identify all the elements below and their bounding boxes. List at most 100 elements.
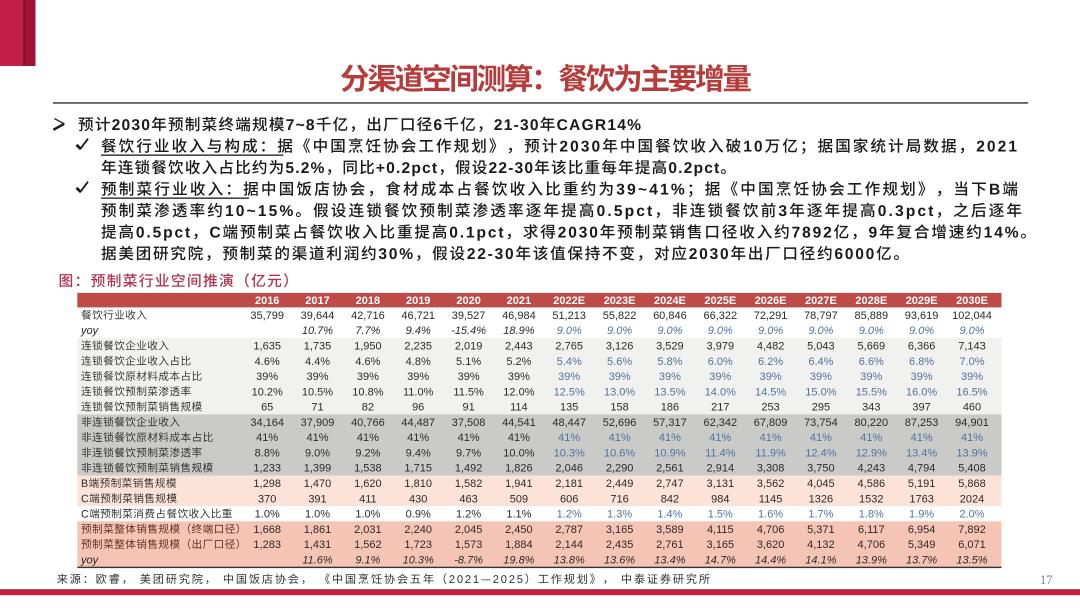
svg-text:411: 411 [359,493,377,505]
svg-text:6.2%: 6.2% [758,356,783,368]
svg-text:1,470: 1,470 [304,478,332,490]
svg-text:1.0%: 1.0% [255,509,280,521]
svg-text:1.9%: 1.9% [909,509,934,521]
svg-text:842: 842 [661,493,679,505]
svg-text:34,164: 34,164 [250,417,284,429]
svg-text:5,349: 5,349 [908,539,936,551]
svg-text:2,435: 2,435 [606,539,634,551]
svg-text:37,909: 37,909 [301,417,335,429]
svg-text:391: 391 [308,493,326,505]
svg-text:5,191: 5,191 [908,478,936,490]
svg-text:41%: 41% [306,432,328,444]
svg-text:39%: 39% [659,371,681,383]
svg-text:41%: 41% [558,432,580,444]
svg-text:10.3%: 10.3% [554,448,585,460]
svg-text:2,235: 2,235 [404,341,432,353]
svg-text:1.8%: 1.8% [859,509,884,521]
svg-text:6.6%: 6.6% [859,356,884,368]
svg-text:984: 984 [711,493,729,505]
svg-text:9.0%: 9.0% [859,325,884,337]
svg-text:2022E: 2022E [553,295,585,307]
svg-text:39%: 39% [508,371,530,383]
svg-text:1,941: 1,941 [505,478,533,490]
svg-text:509: 509 [510,493,528,505]
svg-text:7,892: 7,892 [958,524,986,536]
svg-text:9.4%: 9.4% [406,325,431,337]
svg-text:1,399: 1,399 [304,463,332,475]
svg-text:2028E: 2028E [855,295,887,307]
svg-text:11.9%: 11.9% [755,448,786,460]
svg-text:51,213: 51,213 [552,310,586,322]
svg-text:1,884: 1,884 [505,539,533,551]
svg-text:716: 716 [610,493,628,505]
svg-text:18.9%: 18.9% [503,325,534,337]
svg-text:1.7%: 1.7% [808,509,833,521]
svg-text:11.0%: 11.0% [403,386,434,398]
svg-text:2,443: 2,443 [505,341,533,353]
svg-text:13.9%: 13.9% [956,448,987,460]
svg-text:9.0%: 9.0% [808,325,833,337]
svg-text:0.9%: 0.9% [406,509,431,521]
svg-text:6,117: 6,117 [858,524,885,536]
svg-text:39%: 39% [407,371,429,383]
svg-text:39%: 39% [911,371,933,383]
svg-text:10.6%: 10.6% [604,448,635,460]
svg-text:10.5%: 10.5% [302,386,333,398]
svg-text:1,492: 1,492 [455,463,483,475]
svg-text:2,561: 2,561 [656,463,684,475]
svg-text:1,233: 1,233 [253,463,281,475]
svg-text:39,527: 39,527 [452,310,486,322]
svg-text:1763: 1763 [909,493,933,505]
svg-text:9.0%: 9.0% [708,325,733,337]
svg-text:3,131: 3,131 [707,478,735,490]
svg-text:39%: 39% [961,371,983,383]
svg-text:3,979: 3,979 [707,341,735,353]
svg-text:397: 397 [912,402,930,414]
svg-text:80,220: 80,220 [854,417,888,429]
svg-text:4,706: 4,706 [757,524,785,536]
svg-text:2023E: 2023E [604,295,636,307]
svg-text:4,482: 4,482 [757,341,785,353]
svg-text:1145: 1145 [759,493,783,505]
svg-text:39%: 39% [860,371,882,383]
svg-text:13.7%: 13.7% [906,554,937,566]
svg-text:40,766: 40,766 [351,417,385,429]
svg-text:1.2%: 1.2% [456,509,481,521]
svg-text:2,765: 2,765 [555,341,583,353]
svg-text:5,408: 5,408 [958,463,986,475]
svg-text:35,799: 35,799 [250,310,284,322]
svg-text:14.7%: 14.7% [705,554,736,566]
svg-text:2,181: 2,181 [555,478,583,490]
svg-text:1,573: 1,573 [455,539,483,551]
svg-text:13.8%: 13.8% [554,554,585,566]
svg-text:71: 71 [311,402,323,414]
svg-text:9.1%: 9.1% [355,554,380,566]
svg-text:9.7%: 9.7% [456,448,481,460]
svg-text:14.0%: 14.0% [705,386,736,398]
svg-text:5.6%: 5.6% [607,356,632,368]
svg-text:1.2%: 1.2% [557,509,582,521]
svg-text:-8.7%: -8.7% [454,554,483,566]
svg-text:2,031: 2,031 [354,524,382,536]
svg-text:41%: 41% [357,432,379,444]
svg-text:2,019: 2,019 [455,341,483,353]
svg-text:16.0%: 16.0% [906,386,937,398]
svg-text:48,447: 48,447 [552,417,586,429]
svg-text:370: 370 [258,493,276,505]
svg-text:1,950: 1,950 [354,341,382,353]
svg-text:1,668: 1,668 [253,524,281,536]
svg-text:14.1%: 14.1% [805,554,836,566]
svg-text:2030E: 2030E [956,295,988,307]
svg-text:3,126: 3,126 [606,341,634,353]
svg-text:1.5%: 1.5% [708,509,733,521]
svg-text:41%: 41% [810,432,832,444]
svg-text:1326: 1326 [809,493,833,505]
svg-text:12.0%: 12.0% [503,386,534,398]
svg-text:5,669: 5,669 [858,341,886,353]
svg-text:1,538: 1,538 [354,463,382,475]
svg-text:1,826: 1,826 [505,463,533,475]
svg-text:2,290: 2,290 [606,463,634,475]
svg-text:4,794: 4,794 [908,463,936,475]
svg-text:5.8%: 5.8% [657,356,682,368]
svg-text:39%: 39% [709,371,731,383]
